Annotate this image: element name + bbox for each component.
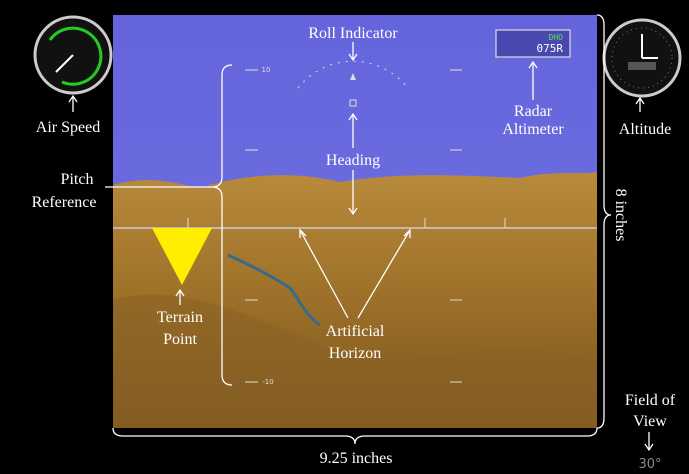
artificial-horizon-label: Artificial	[326, 323, 385, 340]
terrain-point-label: Point	[163, 331, 197, 348]
artificial-horizon-label: Horizon	[329, 345, 381, 362]
terrain-point-label: Terrain	[157, 309, 203, 326]
heading-marker	[349, 99, 357, 107]
width-brace	[112, 427, 598, 445]
radar-altimeter-label: Radar	[514, 103, 553, 120]
altitude-gauge	[602, 18, 682, 98]
field-of-view-label: View	[633, 413, 667, 430]
radar-altimeter-label: Altimeter	[502, 121, 564, 138]
air-speed-label: Air Speed	[36, 119, 100, 136]
altitude-label: Altitude	[619, 121, 671, 138]
radar-value: 075R	[537, 42, 564, 55]
river	[227, 253, 321, 327]
height-label: 8 inches	[612, 189, 629, 242]
pitch-up-label: 10	[262, 66, 271, 74]
roll-pointer	[350, 73, 356, 80]
terrain-point-marker	[152, 228, 212, 285]
pitch-ladder	[187, 69, 506, 383]
height-brace	[596, 14, 612, 429]
heading-label: Heading	[326, 152, 380, 169]
field-of-view-label: Field of	[625, 392, 676, 409]
roll-scale	[297, 60, 409, 89]
width-label: 9.25 inches	[320, 450, 393, 467]
pitch-reference-label: Pitch	[61, 171, 94, 188]
roll-indicator-label: Roll Indicator	[308, 25, 398, 42]
callout-arrows	[68, 42, 654, 452]
pitch-reference-label: Reference	[32, 194, 97, 211]
radar-mode: DHO	[549, 33, 564, 42]
terrain-shade	[113, 294, 597, 428]
field-of-view-value: 30°	[638, 457, 661, 472]
radar-altimeter-box	[495, 29, 571, 58]
pitch-down-label: -10	[262, 378, 273, 386]
airspeed-gauge	[33, 15, 113, 95]
